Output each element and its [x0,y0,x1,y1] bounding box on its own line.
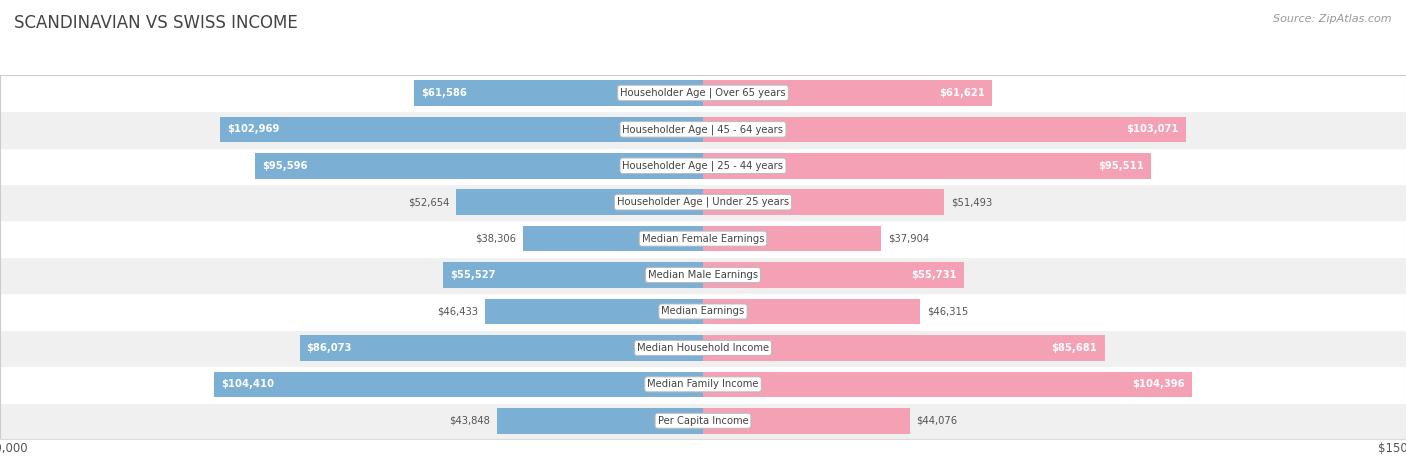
Bar [0,111,1406,148]
Text: $55,731: $55,731 [911,270,957,280]
Text: $46,315: $46,315 [927,306,969,317]
Bar [703,262,965,288]
Text: $95,596: $95,596 [262,161,308,171]
Text: $51,493: $51,493 [952,197,993,207]
Bar [0,75,1406,111]
Bar [0,366,1406,403]
Text: Householder Age | Over 65 years: Householder Age | Over 65 years [620,88,786,98]
Text: $43,848: $43,848 [450,416,491,426]
Bar [485,299,703,324]
Text: Median Male Earnings: Median Male Earnings [648,270,758,280]
Bar [703,153,1150,178]
Bar [703,408,910,433]
Text: $103,071: $103,071 [1126,124,1180,134]
Text: Median Household Income: Median Household Income [637,343,769,353]
Bar [443,262,703,288]
Text: $86,073: $86,073 [307,343,352,353]
Text: $55,527: $55,527 [450,270,495,280]
Bar [703,372,1192,397]
Bar [0,257,1406,293]
Bar [0,148,1406,184]
Bar [415,80,703,106]
Text: Householder Age | 45 - 64 years: Householder Age | 45 - 64 years [623,124,783,134]
Text: $52,654: $52,654 [408,197,449,207]
Text: Householder Age | 25 - 44 years: Householder Age | 25 - 44 years [623,161,783,171]
Bar [703,335,1105,361]
Bar [456,190,703,215]
Text: SCANDINAVIAN VS SWISS INCOME: SCANDINAVIAN VS SWISS INCOME [14,14,298,32]
Bar [0,184,1406,220]
Text: Householder Age | Under 25 years: Householder Age | Under 25 years [617,197,789,207]
Bar [703,80,991,106]
Bar [0,293,1406,330]
Bar [703,190,945,215]
Text: Per Capita Income: Per Capita Income [658,416,748,426]
Bar [523,226,703,251]
Bar [254,153,703,178]
Text: Median Family Income: Median Family Income [647,379,759,389]
Text: $46,433: $46,433 [437,306,478,317]
Text: $104,410: $104,410 [221,379,274,389]
Text: $102,969: $102,969 [228,124,280,134]
Text: $104,396: $104,396 [1133,379,1185,389]
Text: Median Earnings: Median Earnings [661,306,745,317]
Bar [498,408,703,433]
Text: $38,306: $38,306 [475,234,516,244]
Text: Median Female Earnings: Median Female Earnings [641,234,765,244]
Bar [299,335,703,361]
Text: $85,681: $85,681 [1052,343,1098,353]
Bar [0,330,1406,366]
Bar [0,220,1406,257]
Bar [703,117,1187,142]
Text: $61,586: $61,586 [422,88,467,98]
Text: $44,076: $44,076 [917,416,957,426]
Text: $95,511: $95,511 [1098,161,1143,171]
Bar [703,299,920,324]
Bar [221,117,703,142]
Text: Source: ZipAtlas.com: Source: ZipAtlas.com [1274,14,1392,24]
Text: $61,621: $61,621 [939,88,984,98]
Text: $37,904: $37,904 [887,234,929,244]
Bar [214,372,703,397]
Bar [703,226,880,251]
Bar [0,403,1406,439]
